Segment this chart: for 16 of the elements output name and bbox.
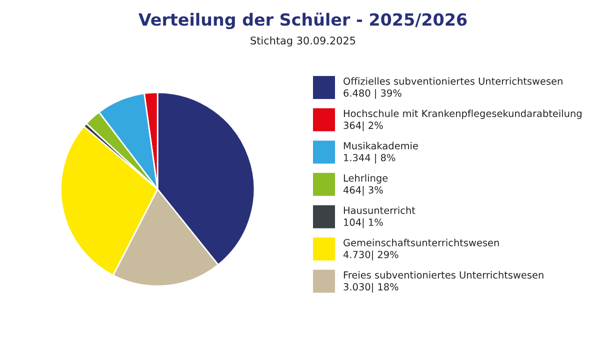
legend-label: Hausunterricht <box>344 206 416 214</box>
data-label: 464| 3% <box>343 186 383 196</box>
legend-label: Freies subventioniertes Unterrichtswesen <box>344 271 544 279</box>
legend-label: Musikakademie <box>344 142 418 150</box>
chart-subtitle: Stichtag 30.09.2025 <box>250 36 356 46</box>
legend-label: Hochschule mit Krankenpflegesekundarabteilung <box>344 110 582 120</box>
chart-title: Verteilung der Schüler - 2025/2026 <box>138 12 467 30</box>
legend-label: Gemeinschaftsunterrichtswesen <box>344 238 499 246</box>
data-label: 4.730| 29% <box>343 250 398 260</box>
data-label: 104| 1% <box>344 218 383 228</box>
legend-label: Offizielles subventioniertes Unterrichtswesen <box>344 77 562 85</box>
data-label: 1.344 | 8% <box>344 154 396 164</box>
data-label: 364| 2% <box>344 121 383 132</box>
data-label: 3.030| 18% <box>344 282 398 293</box>
data-label: 6.480 | 39% <box>344 89 402 99</box>
legend-label: Lehrlinge <box>344 174 388 184</box>
